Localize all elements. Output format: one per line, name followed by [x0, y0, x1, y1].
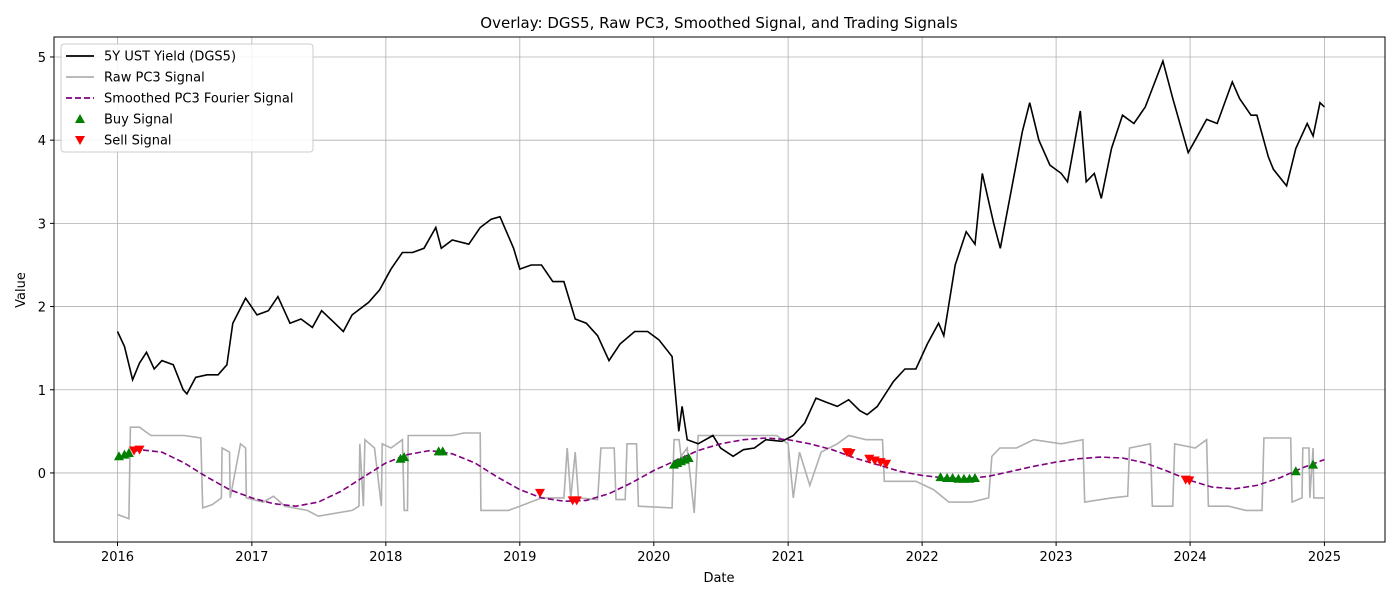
y-axis: 0 1 2 3 4 5: [38, 51, 54, 482]
series-smoothed-pc3-fourier-signal: [117, 437, 1325, 508]
legend-swatch: [75, 136, 85, 145]
sell-marker: [845, 448, 856, 458]
y-tick-label: 2: [38, 301, 46, 316]
chart-title: Overlay: DGS5, Raw PC3, Smoothed Signal,…: [480, 14, 958, 32]
legend-swatch: [75, 114, 85, 123]
buy-marker: [437, 446, 448, 456]
sell-marker: [881, 459, 892, 469]
legend: 5Y UST Yield (DGS5) Raw PC3 Signal Smoothe…: [60, 43, 314, 153]
buy-marker: [1290, 466, 1301, 476]
y-tick-label: 5: [38, 51, 46, 66]
buy-marker: [935, 472, 946, 482]
plot-frame: [53, 36, 1386, 543]
x-tick-label: 2016: [101, 550, 134, 565]
series-raw-pc3-signal: [117, 426, 1325, 520]
series-buy-signal: [113, 446, 1319, 483]
buy-marker: [399, 452, 410, 462]
legend-box: [60, 43, 314, 153]
buy-marker: [969, 472, 980, 482]
series-5y-ust-yield-dgs5: [116, 58, 1325, 458]
x-tick-label: 2025: [1308, 550, 1341, 565]
y-tick-label: 0: [38, 467, 46, 482]
y-axis-label: Value: [14, 272, 29, 308]
legend-label: Sell Signal: [104, 134, 172, 149]
y-tick-label: 4: [38, 134, 46, 149]
buy-marker: [947, 472, 958, 482]
sell-marker: [535, 488, 546, 498]
legend-label: Raw PC3 Signal: [104, 71, 205, 86]
x-tick-label: 2017: [235, 550, 268, 565]
x-tick-label: 2021: [772, 550, 805, 565]
y-tick-label: 3: [38, 217, 46, 232]
sell-marker: [1184, 476, 1195, 486]
y-tick-label: 1: [38, 384, 46, 399]
x-tick-label: 2020: [637, 550, 670, 565]
legend-label: Buy Signal: [104, 113, 173, 128]
x-tick-label: 2019: [503, 550, 536, 565]
x-tick-label: 2023: [1040, 550, 1073, 565]
x-axis: 2016 2017 2018 2019 2020 2021 2022 2023 2024 2025: [101, 542, 1341, 565]
legend-label: 5Y UST Yield (DGS5): [104, 50, 236, 65]
grid: [54, 37, 1385, 542]
buy-marker: [1308, 459, 1319, 469]
sell-marker: [571, 496, 582, 506]
buy-marker: [123, 447, 134, 457]
x-tick-label: 2022: [906, 550, 939, 565]
legend-label: Smoothed PC3 Fourier Signal: [104, 92, 293, 107]
x-axis-label: Date: [703, 571, 734, 586]
sell-marker: [134, 445, 145, 455]
x-tick-label: 2024: [1174, 550, 1207, 565]
x-tick-label: 2018: [369, 550, 402, 565]
series-sell-signal: [129, 445, 1195, 506]
buy-marker: [683, 452, 694, 462]
series-layer: [113, 58, 1325, 520]
